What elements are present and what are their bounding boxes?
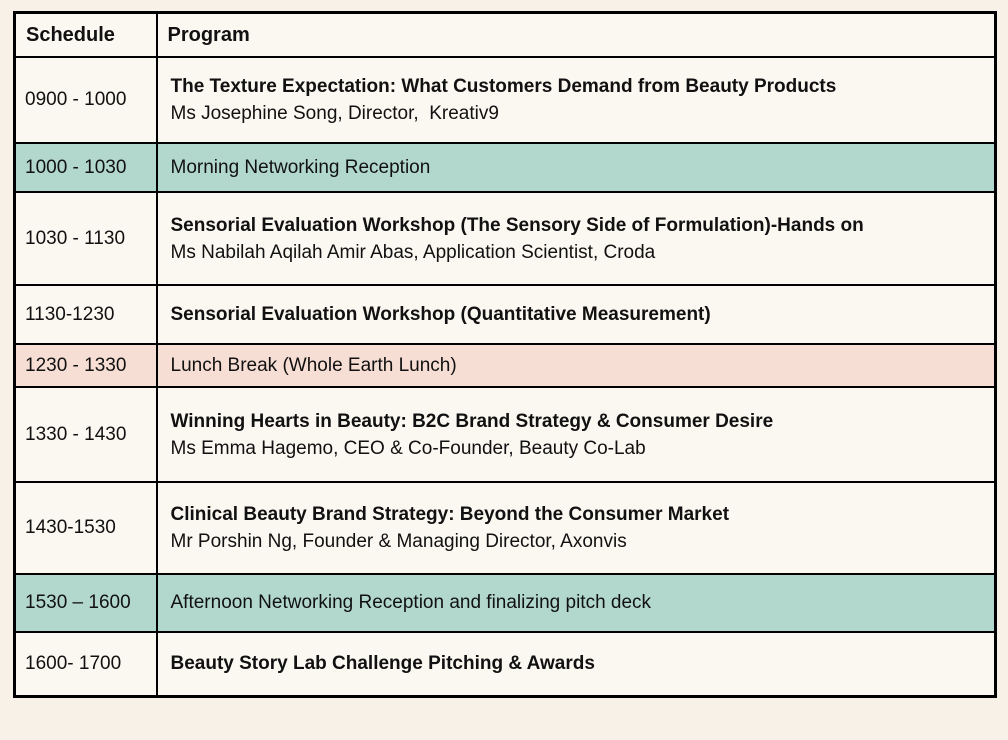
schedule-time: 0900 - 1000	[13, 56, 158, 144]
table-row: 1330 - 1430 Winning Hearts in Beauty: B2…	[13, 386, 997, 483]
session-title: The Texture Expectation: What Customers …	[170, 76, 837, 97]
schedule-time: 1600- 1700	[13, 631, 158, 697]
session-title: Beauty Story Lab Challenge Pitching & Aw…	[170, 653, 595, 675]
session-title: Winning Hearts in Beauty: B2C Brand Stra…	[170, 410, 774, 432]
session-text: Morning Networking Reception	[170, 156, 431, 178]
session-speaker: Ms Nabilah Aqilah Amir Abas, Application…	[170, 241, 656, 263]
schedule-time: 1430-1530	[13, 481, 158, 575]
table-row: 1430-1530 Clinical Beauty Brand Strategy…	[13, 481, 997, 575]
program-cell: Lunch Break (Whole Earth Lunch)	[155, 343, 997, 388]
schedule-column-header: Schedule	[13, 11, 158, 58]
program-cell: Beauty Story Lab Challenge Pitching & Aw…	[155, 631, 997, 697]
program-cell: Winning Hearts in Beauty: B2C Brand Stra…	[155, 386, 997, 483]
schedule-time: 1530 – 1600	[13, 573, 158, 633]
schedule-time: 1230 - 1330	[13, 343, 158, 388]
session-speaker: Ms Emma Hagemo, CEO & Co-Founder, Beauty…	[170, 437, 646, 459]
event-schedule-table: Schedule Program 0900 - 1000 The Texture…	[13, 11, 997, 698]
schedule-time: 1130-1230	[13, 284, 158, 345]
session-text: Afternoon Networking Reception and final…	[170, 592, 652, 613]
program-cell: Clinical Beauty Brand Strategy: Beyond t…	[155, 481, 997, 575]
table-row: 1000 - 1030 Morning Networking Reception	[13, 142, 997, 193]
program-cell: The Texture Expectation: What Customers …	[155, 56, 997, 144]
table-row: 1530 – 1600 Afternoon Networking Recepti…	[13, 573, 997, 633]
schedule-time: 1000 - 1030	[13, 142, 158, 193]
table-row: 0900 - 1000 The Texture Expectation: Wha…	[13, 56, 997, 144]
table-row: 1130-1230 Sensorial Evaluation Workshop …	[13, 284, 997, 345]
session-title: Sensorial Evaluation Workshop (Quantitat…	[170, 304, 711, 325]
schedule-time: 1330 - 1430	[13, 386, 158, 483]
program-cell: Sensorial Evaluation Workshop (The Senso…	[155, 191, 997, 286]
session-title: Sensorial Evaluation Workshop (The Senso…	[170, 214, 864, 236]
table-row: 1030 - 1130 Sensorial Evaluation Worksho…	[13, 191, 997, 286]
table-header-row: Schedule Program	[13, 11, 997, 58]
program-cell: Sensorial Evaluation Workshop (Quantitat…	[155, 284, 997, 345]
table-row: 1600- 1700 Beauty Story Lab Challenge Pi…	[13, 631, 997, 697]
session-title: Clinical Beauty Brand Strategy: Beyond t…	[170, 504, 730, 525]
program-cell: Morning Networking Reception	[155, 142, 997, 193]
session-speaker: Ms Josephine Song, Director, Kreativ9	[170, 103, 499, 124]
program-cell: Afternoon Networking Reception and final…	[155, 573, 997, 633]
schedule-time: 1030 - 1130	[13, 191, 158, 286]
session-text: Lunch Break (Whole Earth Lunch)	[170, 354, 457, 376]
session-speaker: Mr Porshin Ng, Founder & Managing Direct…	[170, 531, 627, 552]
program-column-header: Program	[155, 11, 997, 58]
table-row: 1230 - 1330 Lunch Break (Whole Earth Lun…	[13, 343, 997, 388]
